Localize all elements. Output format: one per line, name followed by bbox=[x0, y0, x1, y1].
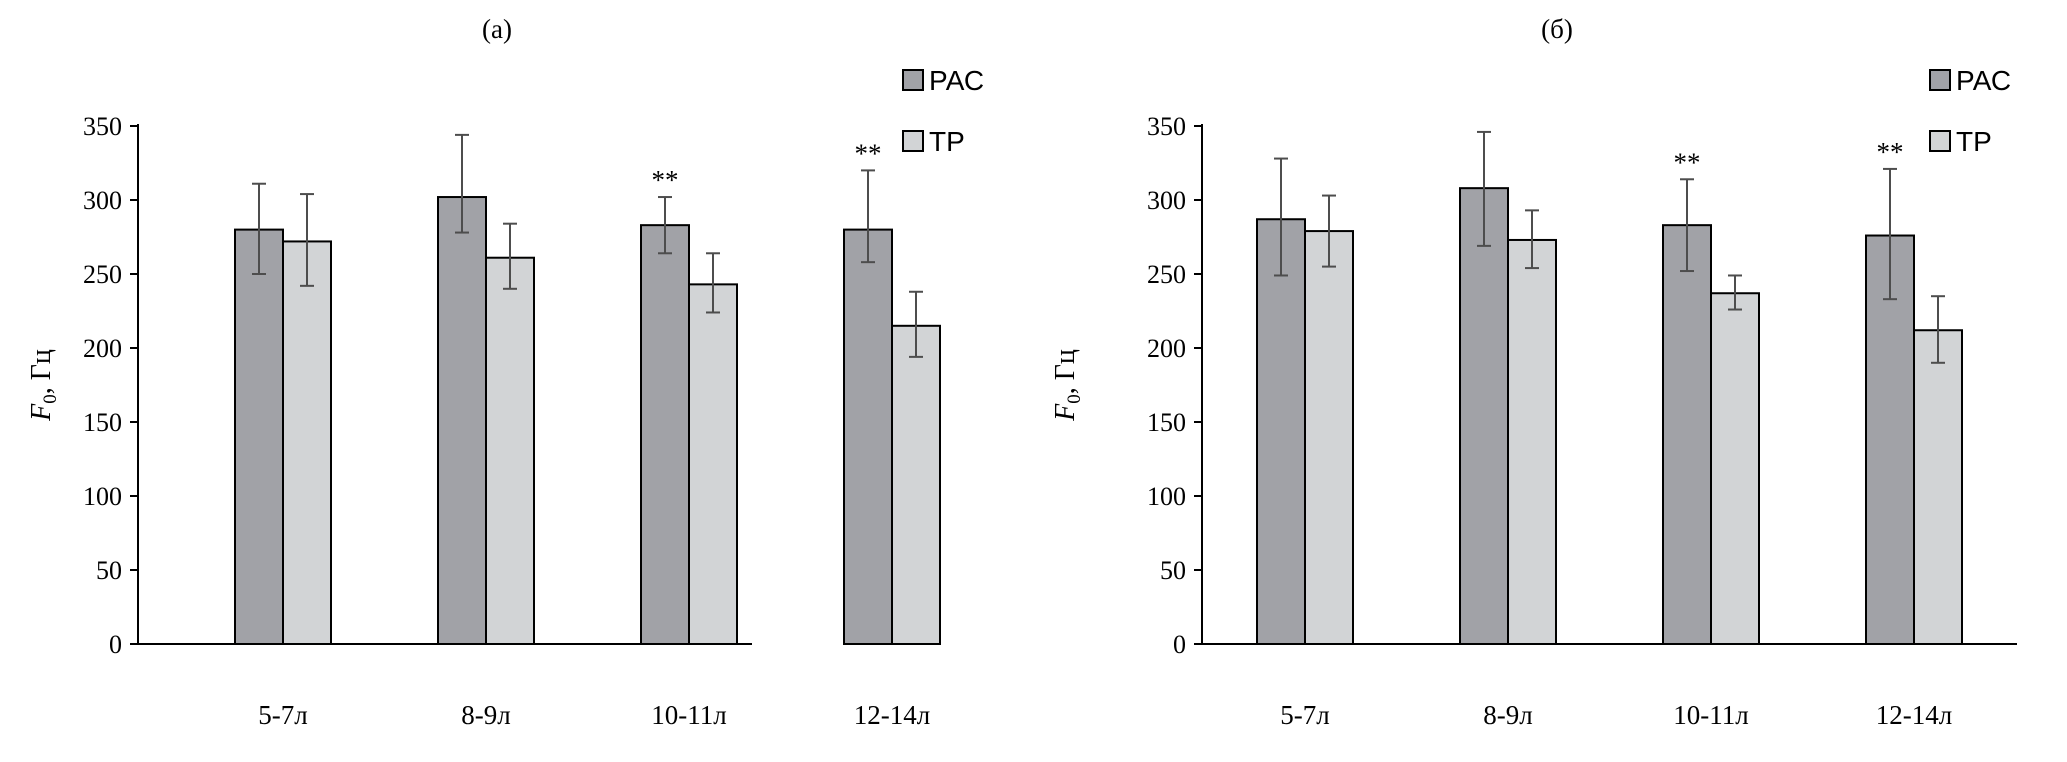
chart-title: (а) bbox=[482, 14, 512, 44]
y-tick-label: 50 bbox=[96, 556, 122, 585]
bar-pac bbox=[1459, 187, 1509, 645]
legend-swatch-tr bbox=[902, 130, 924, 152]
bar-tr bbox=[1913, 329, 1963, 645]
y-axis-label-unit: , Гц bbox=[1050, 349, 1081, 394]
legend-swatch-tr bbox=[1929, 130, 1951, 152]
significance-marker: ** bbox=[652, 165, 679, 195]
legend-swatch-pac bbox=[1929, 69, 1951, 91]
bar-tr bbox=[485, 256, 535, 645]
y-axis-label-main: F bbox=[26, 403, 57, 422]
y-tick-label: 100 bbox=[1147, 482, 1186, 511]
y-tick-label: 50 bbox=[1160, 556, 1186, 585]
bar-tr bbox=[1304, 230, 1354, 646]
x-tick-label: 8-9л bbox=[1483, 700, 1532, 730]
x-tick-label: 5-7л bbox=[1280, 700, 1329, 730]
bar-pac bbox=[640, 224, 690, 645]
x-tick-label: 8-9л bbox=[461, 700, 510, 730]
chart-title: (б) bbox=[1541, 14, 1573, 44]
bar-pac bbox=[1662, 224, 1712, 645]
y-tick-label: 200 bbox=[83, 334, 122, 363]
x-tick-label: 5-7л bbox=[258, 700, 307, 730]
bar-tr bbox=[1710, 292, 1760, 645]
y-tick-label: 0 bbox=[1173, 630, 1186, 659]
x-tick-label: 12-14л bbox=[1876, 700, 1952, 730]
x-tick-label: 10-11л bbox=[1673, 700, 1748, 730]
legend-label-tr: ТР bbox=[1956, 126, 1992, 157]
y-tick-label: 350 bbox=[1147, 112, 1186, 141]
x-tick-label: 10-11л bbox=[651, 700, 726, 730]
y-tick-label: 200 bbox=[1147, 334, 1186, 363]
significance-marker: ** bbox=[855, 138, 882, 168]
y-tick-label: 300 bbox=[83, 186, 122, 215]
bar-pac bbox=[843, 228, 893, 645]
y-axis-label-main: F bbox=[1050, 403, 1081, 422]
y-tick-label: 0 bbox=[109, 630, 122, 659]
bar-pac bbox=[437, 196, 487, 645]
bar-tr bbox=[688, 283, 738, 645]
y-tick-label: 300 bbox=[1147, 186, 1186, 215]
y-tick-label: 150 bbox=[1147, 408, 1186, 437]
bar-tr bbox=[1507, 238, 1557, 646]
y-tick-label: 350 bbox=[83, 112, 122, 141]
bar-pac bbox=[234, 228, 284, 645]
bar-tr bbox=[282, 240, 332, 645]
legend-swatch-pac bbox=[902, 69, 924, 91]
bar-pac bbox=[1865, 234, 1915, 646]
y-tick-label: 150 bbox=[83, 408, 122, 437]
y-axis-label-unit: , Гц bbox=[26, 349, 57, 394]
significance-marker: ** bbox=[1674, 147, 1701, 177]
x-tick-label: 12-14л bbox=[854, 700, 930, 730]
y-axis-label: F0, Гц bbox=[26, 349, 61, 422]
legend-label-tr: ТР bbox=[929, 126, 965, 157]
legend-label-pac: РАС bbox=[1956, 65, 2011, 96]
significance-marker: ** bbox=[1877, 137, 1904, 167]
y-axis-label: F0, Гц bbox=[1050, 349, 1085, 422]
y-axis-label-sub: 0 bbox=[1064, 394, 1085, 404]
bar-pac bbox=[1256, 218, 1306, 646]
y-tick-label: 250 bbox=[83, 260, 122, 289]
y-tick-label: 100 bbox=[83, 482, 122, 511]
y-axis-label-sub: 0 bbox=[40, 394, 61, 404]
y-tick-label: 250 bbox=[1147, 260, 1186, 289]
bar-tr bbox=[891, 324, 941, 645]
legend-label-pac: РАС bbox=[929, 65, 984, 96]
